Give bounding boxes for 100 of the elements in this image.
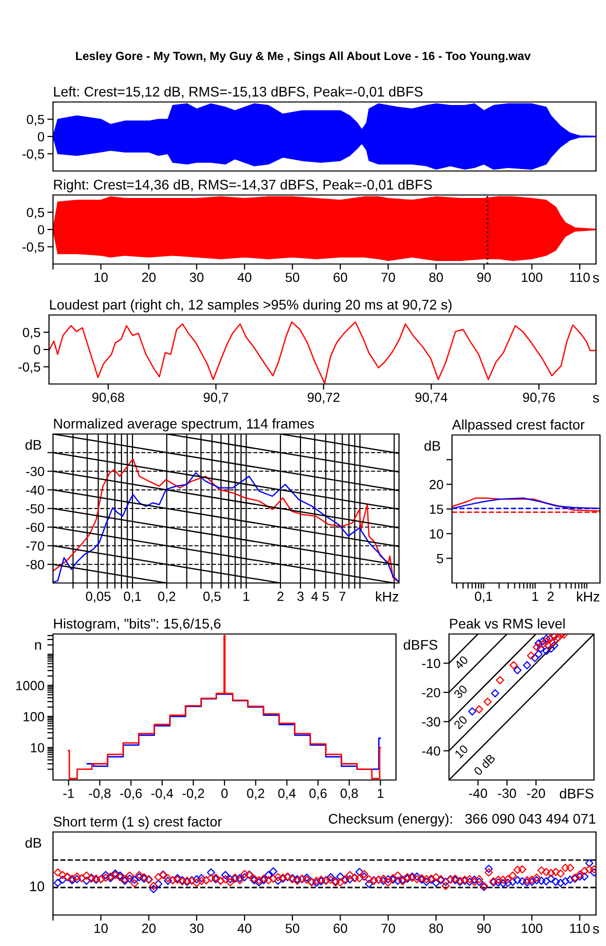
y-tick-label: 0,5: [26, 208, 44, 219]
x-tick-label: 3: [297, 592, 304, 602]
annotation: 0 dB: [473, 753, 496, 776]
x-tick-label: 0,8: [340, 788, 358, 800]
x-tick-label: 60: [334, 272, 348, 282]
y-tick-label: 20: [430, 480, 444, 490]
y-tick-label: -10: [422, 658, 440, 668]
y-tick-label: 5: [436, 554, 444, 564]
x-tick-label: 80: [429, 924, 443, 934]
x-tick-label: 30: [190, 272, 204, 282]
x-tick-label: 90,76: [523, 392, 555, 404]
x-tick-label: 50: [286, 924, 300, 934]
x-tick-label: 5: [322, 592, 329, 602]
x-tick-label: 110: [570, 272, 590, 282]
annotation: 40: [454, 655, 469, 670]
chart-title: Right: Crest=14,36 dB, RMS=-14,37 dBFS, Peak=-0,01 dBFS: [54, 179, 432, 192]
x-tick-label: 90,68: [92, 392, 124, 404]
chart-title: Normalized average spectrum, 114 frames: [54, 418, 314, 432]
x-axis-title: kHz: [577, 591, 600, 602]
x-tick-label: 20: [142, 272, 156, 282]
y-tick-label: -0,5: [22, 149, 44, 160]
x-tick-label: 40: [238, 924, 252, 934]
chart-title: Loudest part (right ch, 12 samples >95% during 20 ms at 90,72 s): [50, 299, 452, 312]
x-tick-label: 60: [334, 924, 348, 934]
x-tick-label: 90,72: [308, 392, 340, 404]
x-tick-label: 0,4: [278, 788, 296, 800]
x-tick-label: 0,6: [309, 788, 327, 800]
y-tick-label: 15: [430, 504, 444, 514]
x-tick-label: -30: [498, 788, 516, 798]
x-tick-label: 0,5: [203, 592, 221, 603]
y-axis-title: dBFS: [404, 640, 438, 650]
y-axis-title: dB: [25, 440, 42, 450]
x-tick-label: 0,2: [158, 592, 176, 603]
x-tick-label: 4: [311, 592, 318, 601]
x-tick-label: 1: [378, 788, 384, 798]
y-tick-label: 0: [38, 132, 44, 142]
x-tick-label: 0,2: [247, 788, 264, 800]
y-tick-label: 1000: [16, 680, 44, 690]
y-tick-label: 0,5: [26, 114, 44, 126]
x-tick-label: 20: [142, 924, 156, 934]
y-tick-label: 0: [38, 225, 44, 234]
y-tick-label: -30: [422, 717, 440, 727]
x-tick-label: 1: [244, 592, 250, 601]
y-tick-label: -70: [26, 541, 44, 551]
x-tick-label: 50: [286, 272, 300, 282]
x-tick-label: 0: [221, 788, 228, 798]
chart-title: Left: Crest=15,12 dB, RMS=-15,13 dBFS, Peak=-0,01 dBFS: [54, 86, 423, 98]
x-tick-label: -0,8: [88, 788, 111, 800]
x-tick-label: 110: [570, 924, 590, 934]
x-tick-label: -1: [63, 788, 74, 798]
y-tick-label: 10: [430, 529, 444, 539]
x-tick-label: 90: [477, 924, 491, 934]
x-tick-label: -20: [527, 788, 546, 798]
x-tick-label: 0,05: [86, 592, 111, 603]
x-tick-label: 90,74: [415, 392, 448, 404]
y-tick-label: 0: [34, 345, 40, 354]
x-axis-title: kHz: [376, 591, 398, 602]
x-axis-title: s: [592, 926, 599, 934]
x-axis-title: dBFS: [560, 788, 594, 799]
text: Lesley Gore - My Town, My Guy & Me , Sings All About Love - 16 - Too Young.wav: [76, 51, 531, 63]
y-tick-label: -30: [26, 466, 44, 476]
x-tick-label: 2: [548, 592, 554, 601]
y-tick-label: -40: [26, 485, 44, 495]
x-tick-label: 100: [522, 272, 542, 282]
x-tick-label: 80: [429, 272, 443, 282]
x-tick-label: 30: [190, 924, 204, 934]
y-tick-label: -50: [26, 504, 44, 514]
x-tick-label: 100: [522, 924, 542, 934]
text: Checksum (energy): 366 090 043 494 071: [328, 813, 596, 826]
x-tick-label: -40: [469, 788, 488, 798]
chart-title: Peak vs RMS level: [450, 618, 565, 629]
y-axis-title: n: [35, 642, 41, 650]
x-tick-label: 70: [382, 924, 396, 934]
x-tick-label: 10: [94, 924, 108, 934]
x-tick-label: 0,1: [124, 592, 142, 603]
y-axis-title: dB: [424, 440, 440, 451]
y-tick-label: -80: [26, 560, 44, 570]
y-tick-label: -0,5: [18, 362, 40, 374]
y-tick-label: -0,5: [22, 242, 44, 254]
x-axis-title: s: [592, 274, 599, 283]
y-tick-label: -40: [422, 746, 440, 756]
chart-title: Short term (1 s) crest factor: [54, 816, 222, 830]
x-axis-title: s: [592, 394, 599, 403]
y-tick-label: 0,5: [22, 328, 40, 339]
x-tick-label: 7: [339, 592, 346, 601]
x-tick-label: 10: [94, 272, 108, 282]
x-tick-label: -0,6: [120, 788, 142, 800]
x-tick-label: 90: [477, 272, 491, 282]
y-tick-label: 10: [31, 743, 44, 752]
y-tick-label: -60: [26, 522, 44, 532]
x-tick-label: 40: [238, 272, 252, 282]
chart-title: Allpassed crest factor: [452, 419, 585, 432]
x-tick-label: -0,4: [151, 788, 174, 800]
y-tick-label: -20: [422, 688, 440, 698]
x-tick-label: 0,1: [474, 592, 492, 603]
y-tick-label: 100: [24, 712, 44, 722]
x-tick-label: 1: [532, 592, 538, 601]
annotation: 20: [453, 715, 468, 730]
annotation: 10: [454, 744, 469, 759]
y-axis-title: dB: [25, 838, 42, 848]
